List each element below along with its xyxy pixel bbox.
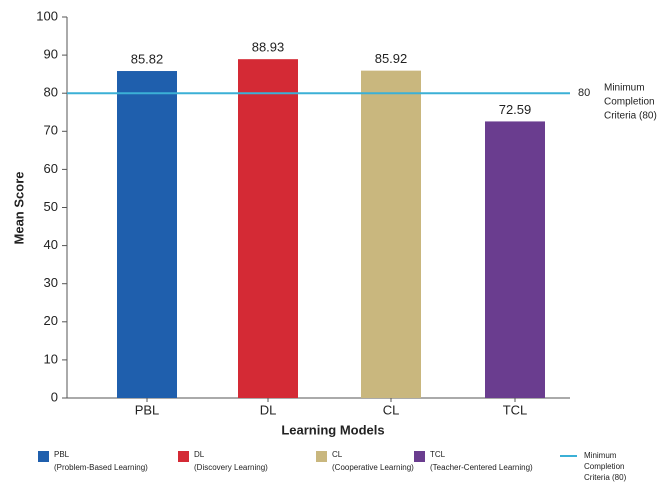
bar	[361, 70, 421, 398]
reference-annotation: Minimum	[604, 83, 645, 94]
legend-description: (Teacher-Centered Learning)	[430, 463, 533, 472]
legend-swatch	[178, 451, 189, 462]
y-tick-label: 40	[44, 237, 58, 252]
x-tick-label: PBL	[135, 402, 160, 417]
y-tick-label: 20	[44, 313, 58, 328]
reference-annotation: Criteria (80)	[604, 111, 657, 122]
y-tick-label: 60	[44, 161, 58, 176]
reference-annotation: Completion	[604, 97, 655, 108]
value-label: 85.82	[131, 51, 164, 66]
value-label: 85.92	[375, 51, 408, 66]
x-tick-label: DL	[260, 402, 277, 417]
y-tick-label: 10	[44, 351, 58, 366]
legend-swatch	[38, 451, 49, 462]
legend-swatch	[316, 451, 327, 462]
bar	[485, 121, 545, 398]
legend-label: TCL	[430, 450, 446, 459]
legend-reference-label: Completion	[584, 462, 624, 471]
x-tick-label: CL	[383, 402, 400, 417]
y-axis-title: Mean Score	[11, 172, 26, 245]
legend-label: CL	[332, 450, 343, 459]
y-tick-label: 80	[44, 85, 58, 100]
y-tick-label: 30	[44, 275, 58, 290]
bar	[238, 59, 298, 399]
y-tick-label: 100	[36, 8, 58, 23]
y-tick-label: 0	[51, 389, 58, 404]
bar	[117, 71, 177, 398]
x-tick-label: TCL	[503, 402, 528, 417]
y-tick-label: 50	[44, 199, 58, 214]
value-label: 88.93	[252, 40, 285, 55]
y-tick-label: 70	[44, 123, 58, 138]
y-tick-label: 90	[44, 47, 58, 62]
reference-value-label: 80	[578, 87, 590, 99]
x-axis-title: Learning Models	[281, 422, 384, 437]
legend-swatch	[414, 451, 425, 462]
legend-description: (Discovery Learning)	[194, 463, 268, 472]
legend-label: DL	[194, 450, 205, 459]
legend-description: (Cooperative Learning)	[332, 463, 414, 472]
legend-reference-label: Minimum	[584, 451, 617, 460]
legend-description: (Problem-Based Learning)	[54, 463, 148, 472]
legend-reference-label: Criteria (80)	[584, 473, 627, 482]
value-label: 72.59	[499, 102, 532, 117]
legend-label: PBL	[54, 450, 70, 459]
